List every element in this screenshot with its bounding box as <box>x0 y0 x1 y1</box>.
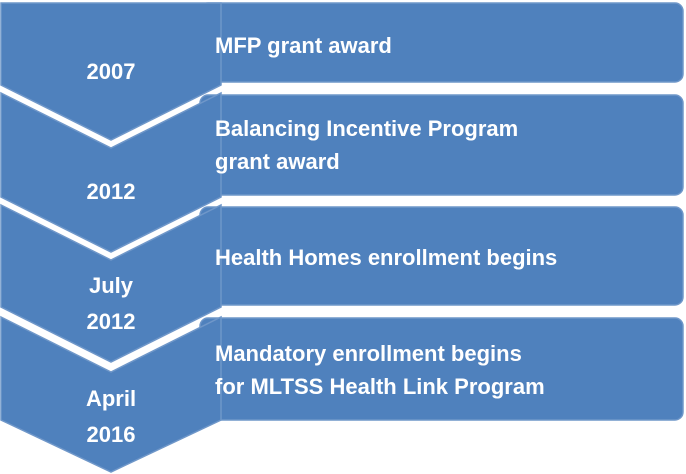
date-label: 2012 <box>87 309 136 334</box>
event-text: grant award <box>215 149 340 174</box>
chevron <box>0 203 222 363</box>
date-label: April <box>86 386 136 411</box>
event-text: Balancing Incentive Program <box>215 116 518 141</box>
event-boxes <box>199 2 684 421</box>
chevron <box>0 2 222 141</box>
date-label: 2016 <box>87 422 136 447</box>
event-box <box>199 317 684 421</box>
chevron <box>0 315 222 473</box>
event-text: MFP grant award <box>215 33 392 58</box>
event-text: Health Homes enrollment begins <box>215 245 557 270</box>
event-text: for MLTSS Health Link Program <box>215 374 545 399</box>
event-box <box>199 94 684 196</box>
date-label: 2012 <box>87 179 136 204</box>
chevron <box>0 91 222 253</box>
date-label: July <box>89 273 134 298</box>
date-label: 2007 <box>87 59 136 84</box>
chevrons <box>0 2 222 473</box>
event-text: Mandatory enrollment begins <box>215 341 522 366</box>
